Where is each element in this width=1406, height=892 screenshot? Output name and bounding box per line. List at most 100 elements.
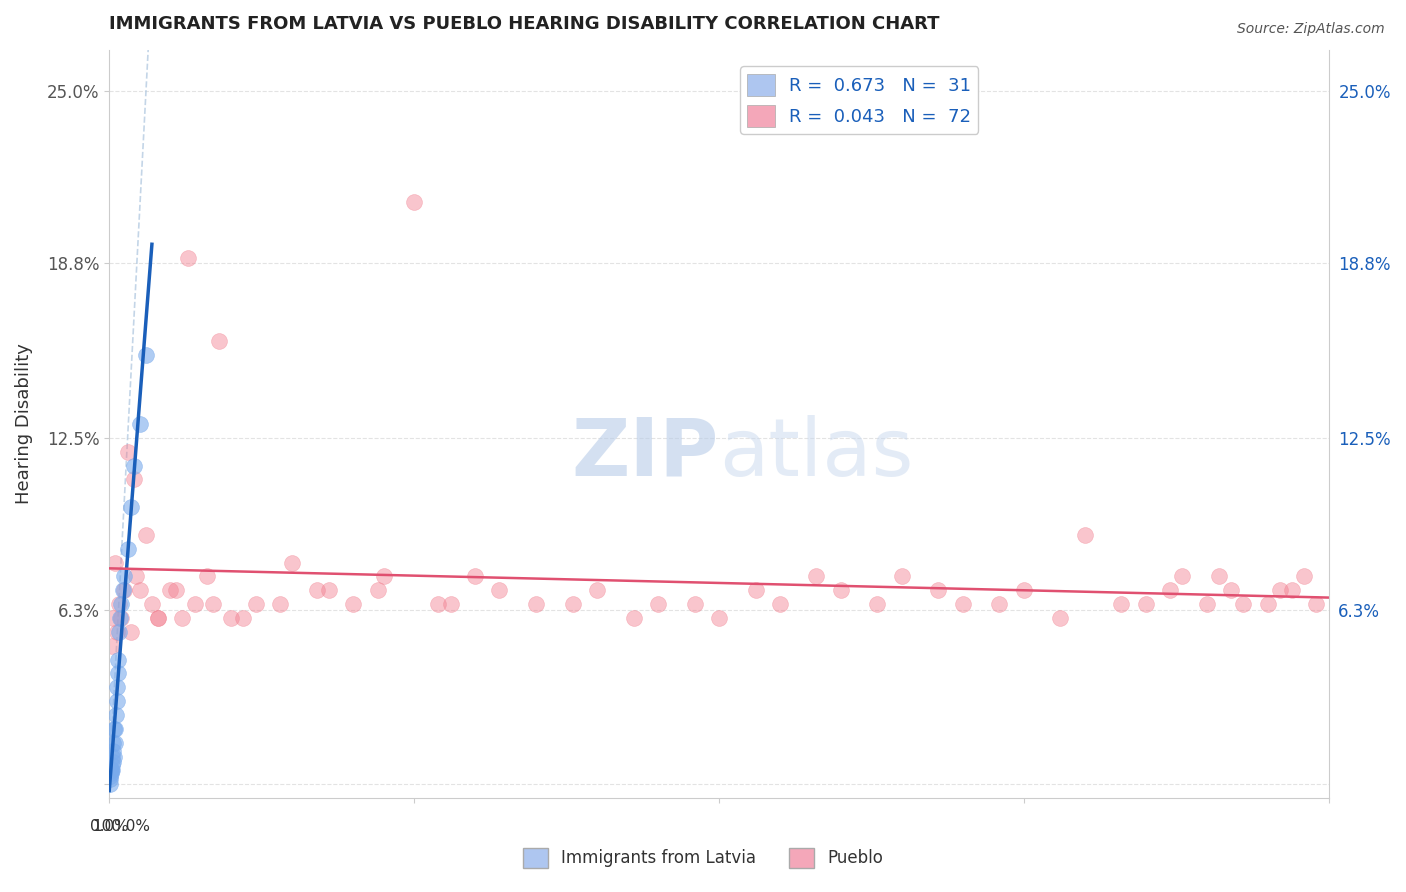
Point: [125, 569, 148, 583]
Text: IMMIGRANTS FROM LATVIA VS PUEBLO HEARING DISABILITY CORRELATION CHART: IMMIGRANTS FROM LATVIA VS PUEBLO HEARING…: [110, 15, 939, 33]
Point: [128, 583, 150, 598]
Point: [318, 583, 340, 598]
Text: 0.0%: 0.0%: [90, 819, 128, 834]
Point: [208, 334, 231, 348]
Point: [146, 611, 169, 625]
Point: [100, 766, 122, 780]
Point: [1232, 597, 1254, 611]
Point: [122, 472, 145, 486]
Point: [1012, 583, 1035, 598]
Point: [105, 624, 128, 639]
Point: [1281, 583, 1303, 598]
Legend: Immigrants from Latvia, Pueblo: Immigrants from Latvia, Pueblo: [516, 841, 890, 875]
Point: [623, 611, 645, 625]
Point: [305, 583, 328, 598]
Point: [98, 769, 121, 783]
Point: [744, 583, 766, 598]
Point: [104, 708, 127, 723]
Point: [647, 597, 669, 611]
Point: [104, 736, 127, 750]
Point: [245, 597, 267, 611]
Text: ZIP: ZIP: [572, 415, 718, 493]
Point: [1074, 528, 1097, 542]
Point: [101, 764, 124, 778]
Point: [1171, 569, 1194, 583]
Point: [177, 251, 200, 265]
Point: [111, 583, 134, 598]
Point: [120, 624, 142, 639]
Point: [806, 569, 828, 583]
Point: [128, 417, 150, 431]
Legend: R =  0.673   N =  31, R =  0.043   N =  72: R = 0.673 N = 31, R = 0.043 N = 72: [740, 66, 979, 134]
Point: [201, 597, 224, 611]
Point: [440, 597, 463, 611]
Point: [100, 764, 122, 778]
Point: [464, 569, 486, 583]
Text: Source: ZipAtlas.com: Source: ZipAtlas.com: [1237, 22, 1385, 37]
Point: [524, 597, 547, 611]
Point: [342, 597, 364, 611]
Point: [1135, 597, 1157, 611]
Point: [101, 736, 124, 750]
Point: [108, 597, 131, 611]
Y-axis label: Hearing Disability: Hearing Disability: [15, 343, 32, 505]
Point: [707, 611, 730, 625]
Point: [830, 583, 852, 598]
Point: [101, 755, 124, 769]
Point: [105, 694, 128, 708]
Point: [101, 611, 124, 625]
Point: [107, 652, 129, 666]
Point: [117, 541, 139, 556]
Point: [103, 722, 125, 736]
Text: 100.0%: 100.0%: [93, 819, 150, 834]
Point: [100, 777, 122, 791]
Point: [366, 583, 388, 598]
Point: [105, 681, 128, 695]
Point: [100, 639, 122, 653]
Point: [110, 611, 132, 625]
Point: [103, 749, 125, 764]
Point: [146, 611, 169, 625]
Point: [183, 597, 205, 611]
Point: [1159, 583, 1181, 598]
Point: [866, 597, 889, 611]
Point: [110, 597, 132, 611]
Point: [100, 764, 122, 778]
Point: [952, 597, 974, 611]
Point: [195, 569, 218, 583]
Point: [561, 597, 583, 611]
Point: [219, 611, 242, 625]
Point: [112, 569, 135, 583]
Point: [281, 556, 304, 570]
Point: [101, 758, 124, 772]
Point: [159, 583, 181, 598]
Point: [232, 611, 254, 625]
Point: [135, 348, 157, 362]
Point: [120, 500, 142, 515]
Point: [100, 749, 122, 764]
Point: [683, 597, 706, 611]
Point: [1220, 583, 1243, 598]
Point: [1294, 569, 1316, 583]
Point: [103, 744, 125, 758]
Point: [141, 597, 163, 611]
Point: [927, 583, 949, 598]
Point: [488, 583, 510, 598]
Point: [135, 528, 157, 542]
Point: [108, 624, 131, 639]
Point: [1195, 597, 1218, 611]
Point: [165, 583, 187, 598]
Point: [373, 569, 395, 583]
Point: [586, 583, 609, 598]
Point: [269, 597, 291, 611]
Point: [112, 583, 135, 598]
Point: [427, 597, 450, 611]
Point: [1257, 597, 1279, 611]
Point: [104, 722, 127, 736]
Point: [769, 597, 792, 611]
Point: [1268, 583, 1291, 598]
Point: [117, 444, 139, 458]
Text: atlas: atlas: [718, 415, 914, 493]
Point: [172, 611, 194, 625]
Point: [404, 195, 426, 210]
